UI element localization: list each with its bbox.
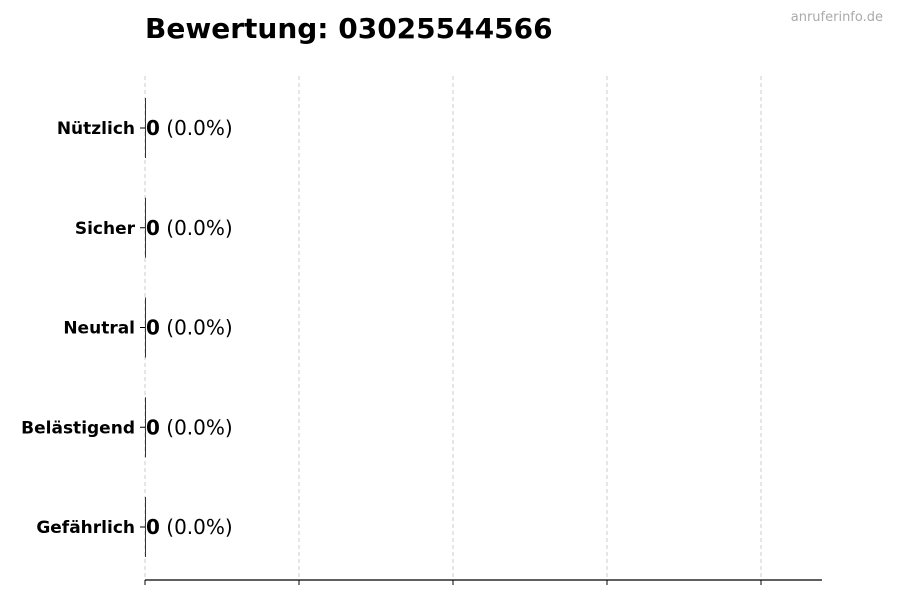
- percent-label: (0.0%): [160, 316, 233, 340]
- bar-2: [145, 297, 146, 358]
- percent-label: (0.0%): [160, 515, 233, 539]
- value-label: 0: [146, 316, 160, 340]
- bar-4: [145, 497, 146, 557]
- bar-3: [145, 397, 146, 458]
- data-label: 0 (0.0%): [146, 116, 233, 140]
- percent-label: (0.0%): [160, 116, 233, 140]
- category-label: Gefährlich: [36, 518, 135, 538]
- percent-label: (0.0%): [160, 415, 233, 439]
- bar-1: [145, 197, 146, 258]
- category-label: Neutral: [63, 319, 135, 339]
- category-label: Belästigend: [21, 418, 135, 438]
- category-label: Sicher: [75, 219, 136, 239]
- data-label: 0 (0.0%): [146, 415, 233, 439]
- category-label: Nützlich: [57, 119, 135, 139]
- watermark: anruferinfo.de: [790, 10, 883, 25]
- data-label: 0 (0.0%): [146, 316, 233, 340]
- value-label: 0: [146, 116, 160, 140]
- data-label: 0 (0.0%): [146, 216, 233, 240]
- value-label: 0: [146, 415, 160, 439]
- percent-label: (0.0%): [160, 216, 233, 240]
- value-label: 0: [146, 515, 160, 539]
- value-label: 0: [146, 216, 160, 240]
- chart-title: Bewertung: 03025544566: [145, 12, 553, 45]
- bar-0: [145, 98, 146, 158]
- data-label: 0 (0.0%): [146, 515, 233, 539]
